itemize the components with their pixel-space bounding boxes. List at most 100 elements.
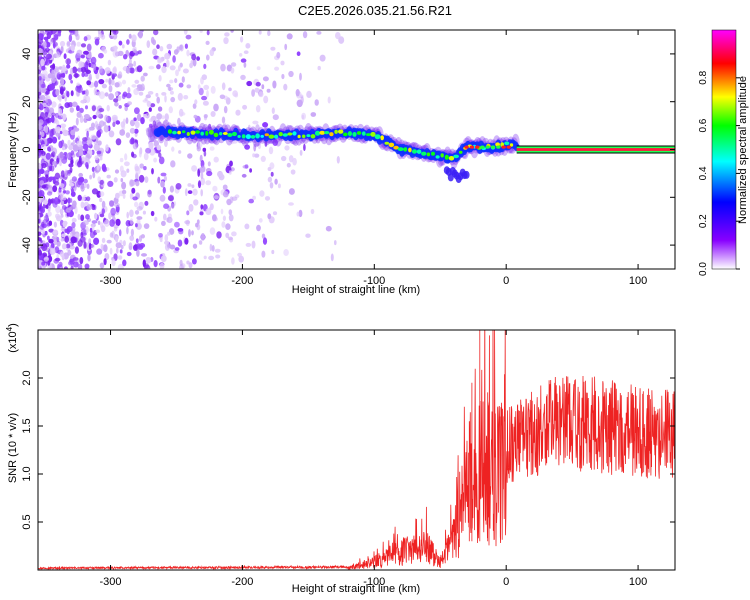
spectrogram-noise-dot [156,96,160,104]
spectrogram-peak [213,132,219,138]
spectrogram-noise-dot [38,249,42,256]
spectrogram-noise-dot [68,34,73,42]
spectrogram-noise-dot [53,229,58,238]
spectrogram-noise-dot [66,91,70,98]
spectrogram-noise-dot [192,188,198,196]
spectrogram-noise-dot [103,49,108,54]
spectrogram-noise-dot [59,208,64,215]
spectrogram-noise-dot [174,78,178,84]
snr-x-label: Height of straight line (km) [292,583,420,595]
spectrogram-noise-dot [177,65,181,72]
spectrogram-noise-dot [96,91,102,97]
spectrogram-noise-dot [191,165,198,172]
spectrogram-noise-dot [209,243,213,252]
spectrogram-noise-dot [52,160,57,166]
spectrogram-noise-dot [202,147,207,152]
spectrogram-peak [380,135,385,141]
spectrogram-noise-dot [80,201,85,209]
spectrogram-noise-dot [244,164,249,169]
spectrogram-noise-dot [145,147,152,154]
spectrogram-noise-dot [205,208,212,216]
spectrogram-noise-dot [172,55,176,63]
spectrogram-peak [431,151,435,156]
spectrogram-peak [504,141,510,146]
spectrogram-noise-dot [263,95,269,104]
spectrogram-noise-dot [296,211,300,217]
spectrogram-peak [219,132,223,136]
spectrogram-noise-dot [159,46,164,52]
spectrogram-noise-dot [159,262,165,269]
spectrogram-noise-dot [184,220,191,225]
spectrogram-peak [200,131,204,136]
spectrogram-noise-dot [54,67,59,73]
spectrogram-noise-dot [43,256,49,262]
spectrogram-noise-dot [145,127,150,132]
spectrogram-noise-dot [44,111,49,117]
spectrogram-noise-dot [70,90,74,97]
spectrogram-noise-dot [62,64,66,73]
spectrogram-peak [440,153,444,158]
spectrogram-noise-dot [108,85,113,93]
y-tick-label: 1.5 [21,418,33,433]
spectrogram-noise-dot [136,113,142,122]
spectrogram-noise-dot [39,103,44,111]
spectrogram-noise-dot [206,30,210,36]
spectrogram-peak [329,132,334,137]
spectrogram-noise-dot [41,70,48,77]
spectrogram-noise-dot [69,167,73,173]
spectrogram-noise-dot [264,196,271,201]
spectrogram-noise-dot [163,213,167,221]
spectrogram-noise-dot [120,170,127,178]
spectrogram-noise-dot [170,160,176,168]
spectrogram-noise-dot [70,129,76,136]
spectrogram-noise-dot [162,120,168,126]
spectrogram-noise-dot [238,255,244,263]
spectrogram-noise-dot [38,41,42,47]
spectrogram-noise-dot [243,50,249,54]
spectrogram-noise-dot [134,210,140,215]
spectrogram-noise-dot [120,178,124,183]
spectrogram-noise-dot [158,156,165,165]
spectrogram-noise-dot [174,247,180,251]
spectrogram-noise-dot [252,153,256,158]
spectrogram-noise-dot [257,142,262,150]
spectrogram-noise-dot [47,211,52,217]
spectrogram-noise-dot [71,222,76,229]
spectrogram-noise-dot [148,141,154,150]
spectrogram-noise-dot [114,169,120,174]
spectrogram-noise-dot [56,72,62,80]
spectrogram-noise-dot [80,54,86,59]
spectrogram-noise-dot [169,79,174,84]
spectrogram-noise-dot [92,171,96,179]
spectrogram-noise-dot [89,230,96,239]
spectrogram-noise-dot [268,146,274,155]
spectrogram-noise-dot [177,239,183,247]
spectrogram-noise-dot [74,30,79,37]
spectrogram-noise-dot [128,63,134,68]
spectrogram-noise-dot [121,189,127,195]
spectrogram-noise-dot [132,196,138,201]
spectrogram-noise-dot [299,149,303,156]
spectrogram-noise-dot [109,219,115,227]
x-tick-label: -100 [363,576,385,588]
spectrogram-noise-dot [129,179,134,188]
spectrogram-noise-dot [260,155,266,162]
spectrogram-noise-dot [223,37,229,45]
x-tick-label: -100 [363,275,385,287]
spectrogram-noise-dot [112,49,119,58]
spectrogram-noise-dot [60,123,67,128]
spectrogram-noise-dot [41,162,47,169]
spectrogram-noise-dot [60,237,64,242]
spectrogram-noise-dot [138,30,143,39]
spectrogram-noise-dot [127,87,131,94]
spectrogram-noise-dot [184,237,189,245]
spectrogram-noise-dot [239,53,243,57]
y-tick-label: -20 [21,189,33,205]
spectrogram-noise-dot [48,239,54,244]
spectrogram-noise-dot [157,56,162,64]
spectrogram-noise-dot [168,228,175,235]
spectrogram-noise-dot [55,88,60,96]
spectrogram-noise-dot [125,92,132,99]
spectrogram-peak [232,131,237,137]
spectrogram-noise-dot [167,87,174,91]
